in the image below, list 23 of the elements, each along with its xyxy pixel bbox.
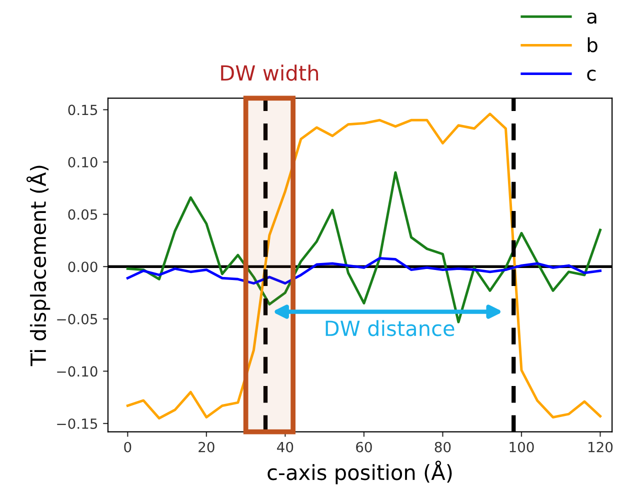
y-tick-label: 0.05 [68, 209, 98, 220]
y-tick-label: −0.10 [57, 366, 98, 377]
x-tick-label: 80 [434, 442, 451, 452]
line-series [126, 112, 602, 420]
line-series [126, 256, 602, 285]
x-axis-title: c-axis position (Å) [268, 460, 452, 484]
x-tick-label: 0 [124, 442, 132, 452]
legend-label: c [587, 70, 596, 81]
x-tick-label: 60 [356, 442, 372, 452]
y-tick-label: −0.05 [57, 314, 98, 324]
x-tick-label: 40 [277, 442, 294, 452]
y-axis-title: Ti displacement (Å) [26, 166, 50, 366]
legend-label: b [588, 37, 598, 52]
legend-label: a [587, 12, 596, 24]
x-tick-label: 20 [198, 442, 214, 452]
x-tick-label: 120 [588, 442, 613, 452]
x-tick-label: 100 [510, 442, 534, 452]
y-tick-label: −0.15 [57, 418, 98, 429]
y-tick-label: 0.15 [68, 104, 98, 116]
band-label: DW width [221, 64, 318, 81]
y-tick-label: 0.00 [68, 262, 98, 272]
y-tick-label: 0.10 [68, 156, 98, 168]
annotation: DW distance [326, 320, 454, 336]
